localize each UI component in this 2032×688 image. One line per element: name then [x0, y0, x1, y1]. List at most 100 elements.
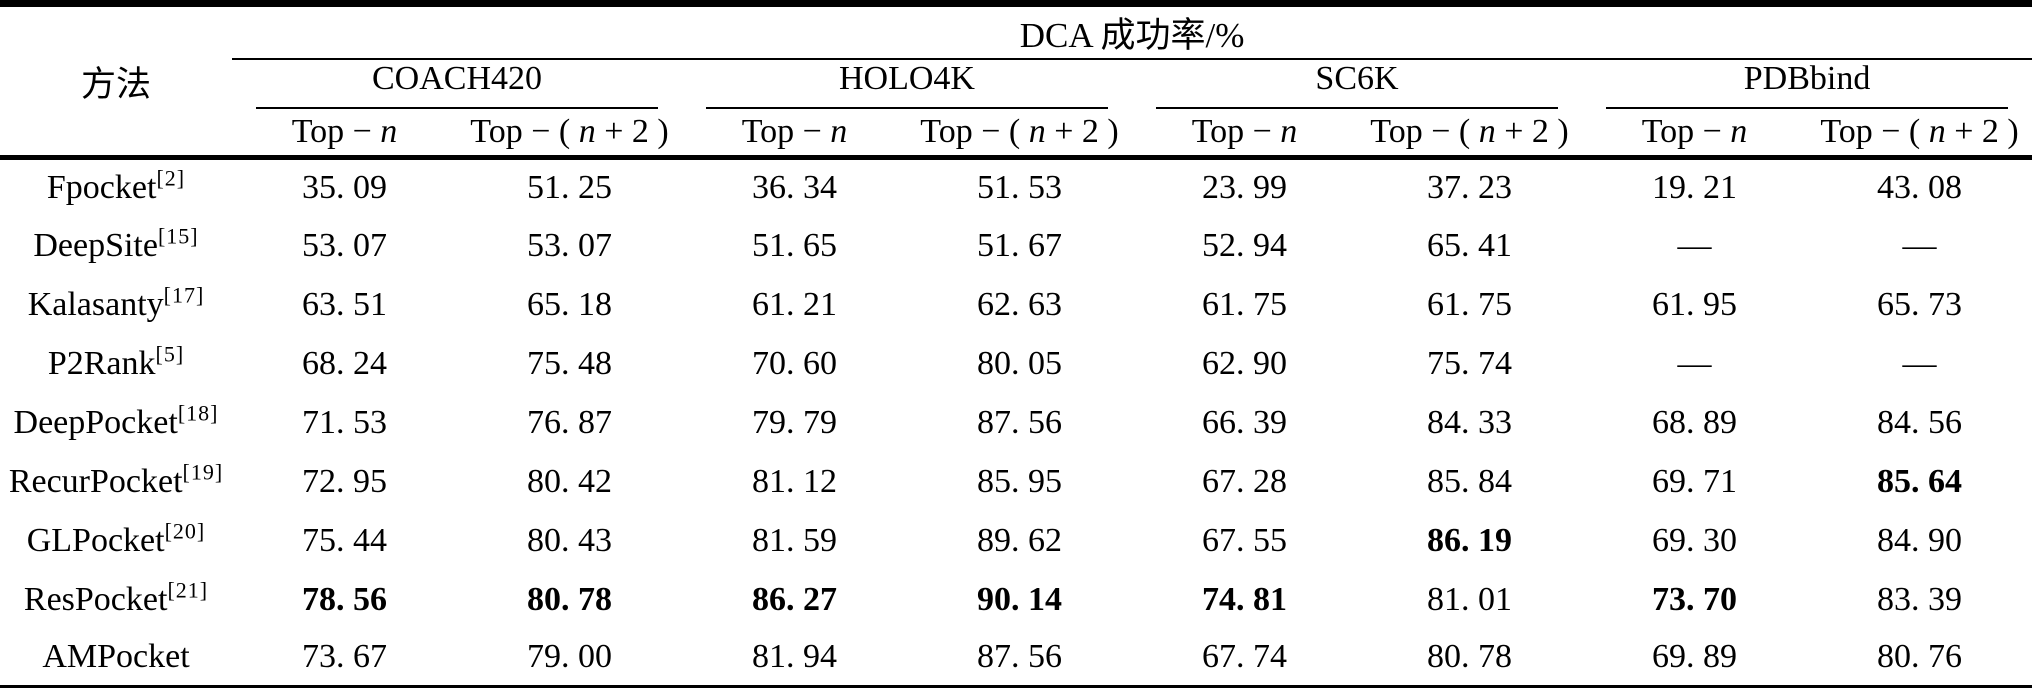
- method-cell: Kalasanty[17]: [27, 282, 205, 323]
- method-cell: DeepSite[15]: [33, 223, 199, 264]
- value-cell: —: [1902, 345, 1937, 382]
- value-cell: 89. 62: [977, 522, 1062, 559]
- value-cell: 80. 05: [977, 345, 1062, 382]
- subheader-top-n: Top − n: [682, 109, 907, 160]
- value-cell: 87. 56: [977, 404, 1062, 441]
- subheader-top-n2: Top − ( n + 2 ): [1357, 109, 1582, 160]
- method-cell: RecurPocket[19]: [8, 459, 224, 500]
- value-cell: 65. 41: [1427, 227, 1512, 264]
- value-cell: 79. 79: [752, 404, 837, 441]
- value-cell: 71. 53: [302, 404, 387, 441]
- value-cell: —: [1677, 345, 1712, 382]
- table-row: Kalasanty[17] 63. 51 65. 18 61. 21 62. 6…: [0, 276, 2032, 335]
- value-cell: 70. 60: [752, 345, 837, 382]
- method-cell: GLPocket[20]: [26, 518, 206, 559]
- value-cell: 65. 73: [1877, 286, 1963, 323]
- value-cell: 69. 89: [1652, 638, 1737, 676]
- value-cell: 80. 42: [527, 463, 612, 500]
- value-cell: 81. 94: [752, 638, 837, 676]
- value-cell: 81. 59: [752, 522, 837, 559]
- table-row: AMPocket 73. 67 79. 00 81. 94 87. 56 67.…: [0, 630, 2032, 688]
- value-cell: 74. 81: [1202, 581, 1287, 618]
- value-cell: 35. 09: [302, 169, 387, 207]
- value-cell: 75. 44: [302, 522, 387, 559]
- value-cell: 73. 67: [302, 638, 387, 676]
- value-cell: 65. 18: [527, 286, 612, 323]
- table-row: Fpocket[2] 35. 09 51. 25 36. 34 51. 53 2…: [0, 158, 2032, 217]
- method-cell: DeepPocket[18]: [13, 400, 219, 441]
- value-cell: 72. 95: [302, 463, 387, 500]
- value-cell: 85. 84: [1427, 463, 1512, 500]
- group-header-coach420: COACH420: [232, 59, 682, 109]
- value-cell: 61. 21: [752, 286, 837, 323]
- value-cell: 80. 78: [527, 581, 612, 618]
- value-cell: 83. 39: [1877, 581, 1963, 618]
- table-row: DeepSite[15] 53. 07 53. 07 51. 65 51. 67…: [0, 217, 2032, 276]
- value-cell: 68. 24: [302, 345, 387, 382]
- value-cell: 79. 00: [527, 638, 612, 676]
- subheader-top-n: Top − n: [1132, 109, 1357, 160]
- subheader-top-n: Top − n: [1582, 109, 1807, 160]
- value-cell: 53. 07: [302, 227, 387, 264]
- value-cell: 61. 95: [1652, 286, 1737, 323]
- value-cell: 80. 43: [527, 522, 612, 559]
- value-cell: 84. 56: [1877, 404, 1963, 441]
- value-cell: 75. 74: [1427, 345, 1512, 382]
- group-header-holo4k: HOLO4K: [682, 59, 1132, 109]
- value-cell: 37. 23: [1427, 169, 1512, 207]
- value-cell: 53. 07: [527, 227, 612, 264]
- value-cell: 80. 76: [1877, 638, 1963, 676]
- subheader-top-n2: Top − ( n + 2 ): [1807, 109, 2032, 160]
- value-cell: 86. 19: [1427, 522, 1512, 559]
- value-cell: 52. 94: [1202, 227, 1287, 264]
- value-cell: 81. 12: [752, 463, 837, 500]
- value-cell: 87. 56: [977, 638, 1062, 676]
- value-cell: 78. 56: [302, 581, 387, 618]
- value-cell: 67. 55: [1202, 522, 1287, 559]
- method-cell: ResPocket[21]: [23, 577, 209, 618]
- subheader-top-n2: Top − ( n + 2 ): [457, 109, 682, 160]
- value-cell: 84. 33: [1427, 404, 1512, 441]
- method-cell: AMPocket: [42, 638, 190, 676]
- value-cell: 61. 75: [1202, 286, 1287, 323]
- value-cell: 51. 67: [977, 227, 1062, 264]
- table-row: DeepPocket[18] 71. 53 76. 87 79. 79 87. …: [0, 394, 2032, 453]
- value-cell: 43. 08: [1877, 169, 1963, 207]
- value-cell: 51. 53: [977, 169, 1062, 207]
- table-row: RecurPocket[19] 72. 95 80. 42 81. 12 85.…: [0, 453, 2032, 512]
- table-row: P2Rank[5] 68. 24 75. 48 70. 60 80. 05 62…: [0, 335, 2032, 394]
- value-cell: 90. 14: [977, 581, 1062, 618]
- value-cell: 61. 75: [1427, 286, 1512, 323]
- value-cell: 85. 95: [977, 463, 1062, 500]
- value-cell: —: [1677, 227, 1712, 264]
- table-row: ResPocket[21] 78. 56 80. 78 86. 27 90. 1…: [0, 571, 2032, 630]
- value-cell: 69. 30: [1652, 522, 1737, 559]
- value-cell: 36. 34: [752, 169, 837, 207]
- group-header-pdbbind: PDBbind: [1582, 59, 2032, 109]
- value-cell: 51. 25: [527, 169, 612, 207]
- header-method: 方法: [0, 3, 232, 160]
- table-row: GLPocket[20] 75. 44 80. 43 81. 59 89. 62…: [0, 512, 2032, 571]
- method-cell: P2Rank[5]: [47, 341, 185, 382]
- value-cell: 80. 78: [1427, 638, 1512, 676]
- value-cell: 67. 28: [1202, 463, 1287, 500]
- value-cell: 19. 21: [1652, 169, 1737, 207]
- value-cell: 84. 90: [1877, 522, 1963, 559]
- value-cell: 73. 70: [1652, 581, 1737, 618]
- value-cell: 86. 27: [752, 581, 837, 618]
- value-cell: 75. 48: [527, 345, 612, 382]
- value-cell: 68. 89: [1652, 404, 1737, 441]
- value-cell: 23. 99: [1202, 169, 1287, 207]
- value-cell: 81. 01: [1427, 581, 1512, 618]
- value-cell: 66. 39: [1202, 404, 1287, 441]
- value-cell: 62. 90: [1202, 345, 1287, 382]
- value-cell: 76. 87: [527, 404, 612, 441]
- header-dca-success-rate: DCA 成功率/%: [232, 3, 2032, 60]
- value-cell: 63. 51: [302, 286, 387, 323]
- value-cell: —: [1902, 227, 1937, 264]
- value-cell: 51. 65: [752, 227, 837, 264]
- value-cell: 85. 64: [1877, 463, 1963, 500]
- value-cell: 62. 63: [977, 286, 1062, 323]
- value-cell: 67. 74: [1202, 638, 1287, 676]
